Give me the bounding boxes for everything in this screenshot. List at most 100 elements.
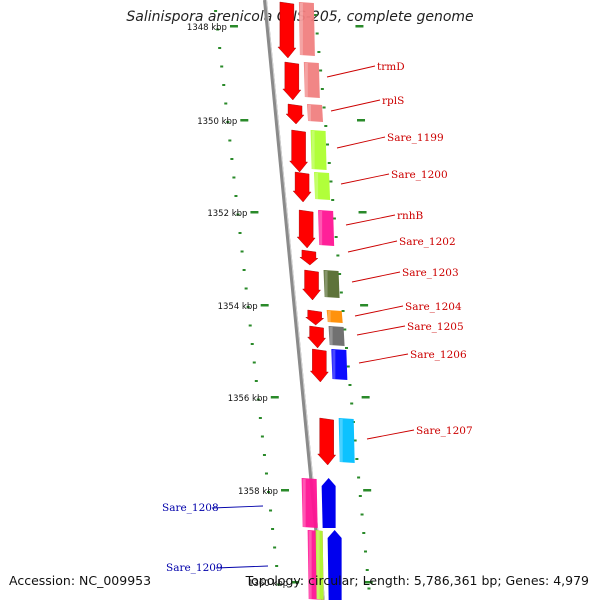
gene-arrow: [305, 309, 325, 326]
scale-dot: [264, 472, 268, 475]
cog-block-shine: [327, 311, 331, 322]
scale-tick: [281, 489, 290, 492]
gene-leader-line: [326, 65, 376, 78]
gene-label: Sare_1200: [391, 169, 448, 181]
gene-label-left: Sare_1209: [166, 562, 223, 574]
cog-block-shine: [315, 173, 319, 199]
cog-block: [323, 270, 340, 298]
gene-label: Sare_1203: [402, 267, 459, 279]
scale-tick-right: [363, 489, 372, 492]
scale-label: 1348 kbp: [187, 23, 227, 33]
gene-label: Sare_1207: [416, 425, 473, 437]
scale-label: 1358 kbp: [238, 487, 278, 497]
gene-leader-line: [330, 99, 381, 112]
scale-dot: [232, 176, 236, 179]
scale-dot: [228, 139, 232, 142]
gene-arrow: [317, 417, 337, 466]
gene-leader-line: [345, 214, 396, 226]
scale-dot: [346, 365, 350, 368]
scale-dot: [246, 306, 250, 308]
gene-label-left: Sare_1208: [162, 502, 219, 514]
cog-block: [301, 478, 318, 528]
gene-arrow-forward: [327, 530, 342, 600]
scale-dot: [345, 347, 349, 349]
scale-dot: [364, 550, 368, 553]
scale-tick-right: [360, 304, 369, 307]
cog-block-shine: [324, 271, 328, 297]
scale-dot: [332, 217, 336, 220]
scale-dot: [339, 291, 343, 294]
scale-tick-right: [364, 581, 373, 584]
scale-dot: [360, 513, 364, 516]
gene-leader-line: [354, 305, 404, 317]
cog-block: [315, 530, 324, 600]
gene-leader-line: [340, 173, 390, 185]
scale-dot: [327, 162, 331, 164]
scale-dot: [252, 361, 256, 364]
scale-dot: [267, 491, 271, 493]
scale-dot: [367, 587, 371, 590]
scale-tick-right: [361, 396, 370, 399]
scale-dot: [358, 495, 362, 497]
gene-arrow: [282, 61, 302, 101]
gene-label: rnhB: [397, 210, 424, 222]
gene-label: trmD: [377, 61, 405, 73]
gene-arrow: [299, 249, 319, 266]
cog-block: [318, 210, 335, 246]
scale-dot: [353, 439, 357, 442]
scale-dot: [334, 236, 338, 238]
cog-block-shine: [339, 419, 343, 462]
gene-label: Sare_1206: [410, 349, 467, 361]
scale-tick: [291, 581, 300, 584]
scale-label: 1350 kbp: [197, 117, 237, 127]
scale-dot: [260, 435, 264, 438]
scale-dot: [214, 10, 218, 12]
gene-arrow: [289, 129, 309, 173]
scale-dot: [234, 195, 238, 197]
gene-arrow: [307, 325, 327, 349]
scale-dot: [254, 380, 258, 382]
gene-leader-line: [336, 136, 386, 149]
gene-label: Sare_1199: [387, 132, 444, 144]
cog-block-shine: [302, 479, 306, 527]
scale-dot: [271, 528, 275, 530]
gene-arrow: [309, 348, 329, 383]
scale-dot: [216, 28, 220, 31]
scale-dot: [220, 65, 224, 68]
cog-block-shine: [308, 105, 312, 121]
scale-dot: [338, 273, 342, 275]
scale-label: 1352 kbp: [207, 209, 247, 219]
cog-block-shine: [308, 531, 312, 599]
gene-arrow: [302, 269, 321, 301]
cog-block-shine: [311, 131, 315, 169]
scale-dot: [329, 180, 333, 183]
cog-block: [326, 310, 343, 323]
cog-block: [338, 418, 355, 463]
scale-dot: [341, 310, 345, 312]
scale-dot: [315, 32, 319, 35]
gene-leader-line: [358, 353, 409, 364]
cog-block-shine: [299, 3, 303, 55]
cog-block: [314, 172, 331, 200]
accession-label: Accession: NC_009953: [9, 573, 152, 588]
cog-block-shine: [332, 350, 336, 379]
scale-tick: [260, 304, 269, 307]
cog-block: [298, 2, 315, 56]
scale-label: 1356 kbp: [228, 394, 268, 404]
scale-tick-right: [358, 211, 367, 214]
cog-block: [331, 349, 348, 380]
scale-label: 1360 kbp: [248, 579, 288, 589]
scale-dot: [313, 14, 317, 16]
scale-tick: [229, 25, 238, 28]
scale-dot: [319, 69, 323, 72]
gene-leader-line: [351, 271, 401, 283]
scale-tick-right: [357, 119, 366, 122]
gene-arrow: [277, 1, 297, 59]
scale-dot: [224, 102, 228, 105]
scale-dot: [322, 106, 326, 109]
scale-dot: [277, 583, 281, 586]
scale-dot: [269, 509, 273, 512]
gene-label: rplS: [382, 95, 404, 107]
scale-dot: [244, 287, 248, 290]
scale-dot: [250, 343, 254, 345]
